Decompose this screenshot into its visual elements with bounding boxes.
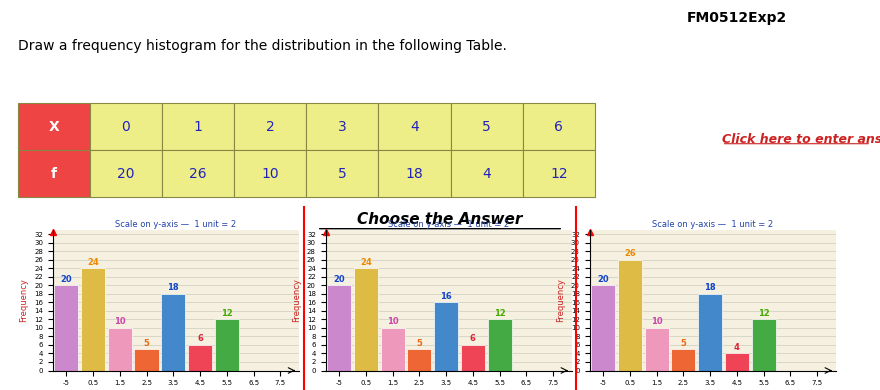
Text: 20: 20	[117, 167, 135, 181]
Bar	[618, 260, 642, 370]
FancyBboxPatch shape	[234, 103, 306, 150]
Bar	[135, 349, 158, 370]
Bar	[407, 349, 431, 370]
Text: 12: 12	[221, 309, 233, 318]
Bar	[55, 285, 78, 370]
Text: 16: 16	[440, 292, 452, 301]
Text: 6: 6	[470, 334, 476, 343]
Text: FM0512Exp2: FM0512Exp2	[686, 11, 787, 25]
FancyBboxPatch shape	[18, 150, 90, 197]
FancyBboxPatch shape	[451, 150, 523, 197]
Text: 12: 12	[494, 309, 506, 318]
Bar	[215, 319, 239, 370]
Bar	[327, 285, 351, 370]
Y-axis label: Frequency: Frequency	[292, 278, 301, 322]
Y-axis label: Frequency: Frequency	[19, 278, 28, 322]
Text: 4: 4	[734, 343, 740, 352]
Bar	[591, 285, 615, 370]
Bar	[81, 268, 105, 370]
Bar	[461, 345, 485, 370]
FancyBboxPatch shape	[378, 103, 451, 150]
FancyBboxPatch shape	[162, 103, 234, 150]
Text: 0: 0	[121, 120, 130, 133]
Text: 24: 24	[87, 258, 99, 267]
Text: 20: 20	[598, 275, 609, 284]
Text: 3: 3	[338, 120, 347, 133]
FancyBboxPatch shape	[523, 150, 595, 197]
Text: 18: 18	[167, 283, 180, 292]
FancyBboxPatch shape	[234, 150, 306, 197]
Bar	[752, 319, 776, 370]
FancyBboxPatch shape	[523, 103, 595, 150]
Text: 5: 5	[680, 339, 686, 347]
Text: 4: 4	[410, 120, 419, 133]
Text: 10: 10	[261, 167, 279, 181]
Text: 1: 1	[194, 120, 202, 133]
Text: 26: 26	[624, 249, 635, 258]
Text: 18: 18	[704, 283, 716, 292]
Title: Scale on y-axis —  1 unit = 2: Scale on y-axis — 1 unit = 2	[115, 220, 237, 229]
Title: Scale on y-axis —  1 unit = 2: Scale on y-axis — 1 unit = 2	[388, 220, 510, 229]
Text: 5: 5	[338, 167, 347, 181]
Bar	[698, 294, 722, 370]
Text: Click here to enter answer: Click here to enter answer	[722, 133, 880, 146]
Text: 12: 12	[550, 167, 568, 181]
Bar	[354, 268, 378, 370]
FancyBboxPatch shape	[378, 150, 451, 197]
Bar	[161, 294, 186, 370]
Text: 26: 26	[189, 167, 207, 181]
Text: X: X	[48, 120, 59, 133]
Bar	[725, 353, 749, 370]
Text: 6: 6	[197, 334, 203, 343]
Text: 24: 24	[360, 258, 371, 267]
Bar	[107, 328, 132, 370]
Text: 6: 6	[554, 120, 563, 133]
Text: 10: 10	[650, 317, 663, 326]
Bar	[380, 328, 405, 370]
Text: Choose the Answer: Choose the Answer	[357, 212, 523, 227]
Text: f: f	[51, 167, 56, 181]
FancyBboxPatch shape	[90, 150, 162, 197]
Text: 5: 5	[416, 339, 422, 347]
Text: 4: 4	[482, 167, 491, 181]
Text: 10: 10	[386, 317, 399, 326]
Bar	[644, 328, 669, 370]
FancyBboxPatch shape	[162, 150, 234, 197]
Text: 5: 5	[482, 120, 491, 133]
Y-axis label: Frequency: Frequency	[556, 278, 565, 322]
Text: 18: 18	[406, 167, 423, 181]
FancyBboxPatch shape	[451, 103, 523, 150]
Bar	[188, 345, 212, 370]
Text: Draw a frequency histogram for the distribution in the following Table.: Draw a frequency histogram for the distr…	[18, 39, 507, 53]
Text: 12: 12	[758, 309, 770, 318]
Bar	[671, 349, 695, 370]
Text: 10: 10	[114, 317, 126, 326]
FancyBboxPatch shape	[306, 103, 378, 150]
Text: 20: 20	[61, 275, 72, 284]
Bar	[434, 302, 458, 370]
Text: 2: 2	[266, 120, 275, 133]
Text: 5: 5	[143, 339, 150, 347]
FancyBboxPatch shape	[306, 150, 378, 197]
FancyBboxPatch shape	[90, 103, 162, 150]
Text: 20: 20	[334, 275, 345, 284]
Bar	[488, 319, 512, 370]
FancyBboxPatch shape	[18, 103, 90, 150]
Title: Scale on y-axis —  1 unit = 2: Scale on y-axis — 1 unit = 2	[652, 220, 774, 229]
